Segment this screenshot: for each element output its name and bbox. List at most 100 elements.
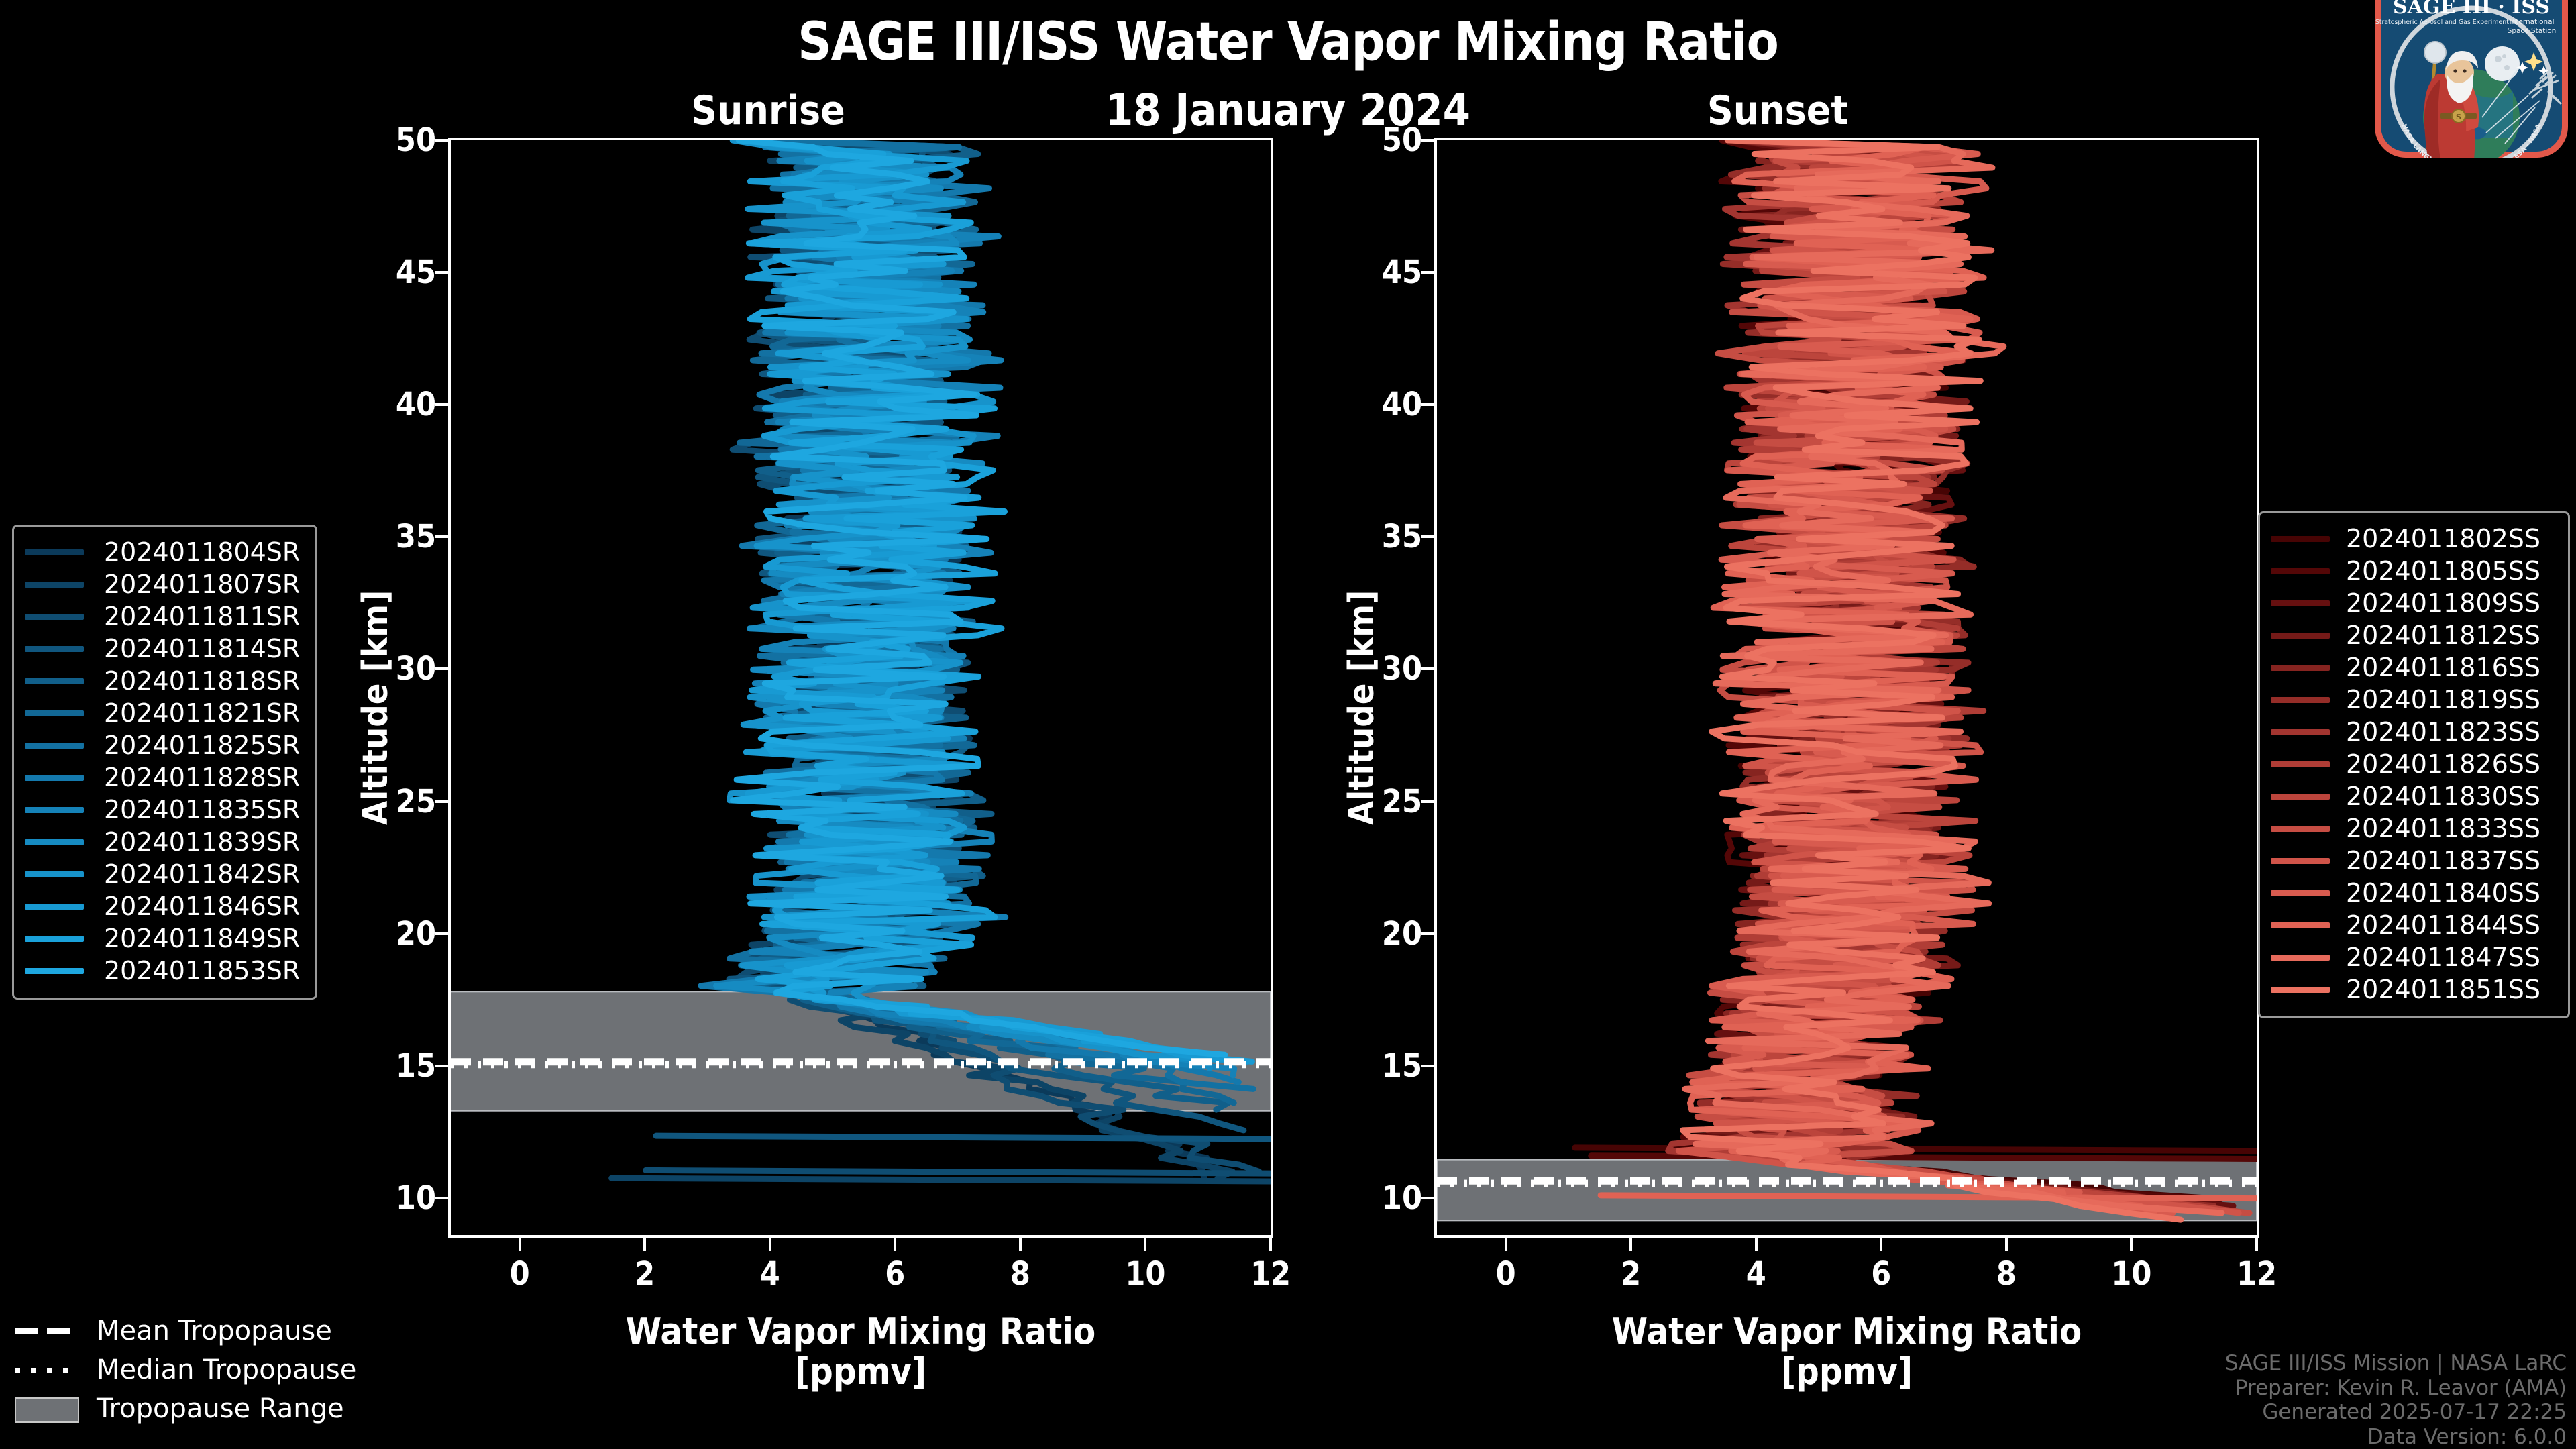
x-axis-tick-label: 4 xyxy=(759,1255,780,1293)
legend-color-swatch xyxy=(25,967,84,974)
sage-iii-iss-logo: S SAGE III · ISS Stratospheric Aerosol a… xyxy=(2371,0,2572,158)
y-axis-tick-label: 25 xyxy=(1381,782,1422,820)
legend-item-2024011812SS[interactable]: 2024011812SS xyxy=(2271,619,2557,651)
legend-color-swatch xyxy=(2271,922,2330,928)
x-axis-tick-label: 8 xyxy=(1996,1255,2017,1293)
legend-color-swatch xyxy=(2271,600,2330,606)
legend-item-2024011807SR[interactable]: 2024011807SR xyxy=(25,568,305,600)
legend-item-2024011821SR[interactable]: 2024011821SR xyxy=(25,697,305,729)
y-axis-tick-mark xyxy=(1421,1064,1434,1067)
profile-tail-line xyxy=(653,1132,1271,1142)
legend-color-swatch xyxy=(2271,696,2330,703)
legend-color-swatch xyxy=(2271,825,2330,832)
sunrise-x-axis-label-line2: [ppmv] xyxy=(794,1350,927,1393)
legend-item-2024011825SR[interactable]: 2024011825SR xyxy=(25,729,305,761)
y-axis-tick-mark xyxy=(1421,932,1434,935)
legend-color-swatch xyxy=(25,774,84,781)
logo-subtitle-left: Stratospheric Aerosol and Gas Experiment… xyxy=(2375,19,2516,26)
logo-subtitle-right-line1: International xyxy=(2509,18,2554,26)
y-axis-tick-mark xyxy=(1421,403,1434,407)
legend-item-2024011811SR[interactable]: 2024011811SR xyxy=(25,600,305,633)
legend-item-2024011818SR[interactable]: 2024011818SR xyxy=(25,665,305,697)
tropopause-range-label: Tropopause Range xyxy=(97,1393,344,1424)
legend-item-2024011809SS[interactable]: 2024011809SS xyxy=(2271,587,2557,619)
legend-item-2024011835SR[interactable]: 2024011835SR xyxy=(25,794,305,826)
y-axis-tick-mark xyxy=(435,139,448,142)
profile-line xyxy=(740,140,1221,1058)
legend-item-label: 2024011805SS xyxy=(2346,556,2541,586)
x-axis-tick-label: 2 xyxy=(635,1255,655,1293)
page-title: SAGE III/ISS Water Vapor Mixing Ratio xyxy=(798,12,1779,72)
profile-tail-line xyxy=(608,1175,1271,1185)
legend-item-label: 2024011807SR xyxy=(104,570,301,599)
legend-item-2024011819SS[interactable]: 2024011819SS xyxy=(2271,684,2557,716)
y-axis-tick-label: 35 xyxy=(1381,518,1422,556)
legend-item-2024011826SS[interactable]: 2024011826SS xyxy=(2271,748,2557,780)
legend-item-label: 2024011828SR xyxy=(104,763,301,792)
y-axis-tick-mark xyxy=(435,1064,448,1067)
y-axis-tick-label: 50 xyxy=(395,121,436,159)
legend-item-2024011846SR[interactable]: 2024011846SR xyxy=(25,890,305,922)
x-axis-tick-mark xyxy=(643,1238,647,1251)
legend-item-2024011840SS[interactable]: 2024011840SS xyxy=(2271,877,2557,909)
legend-item-2024011847SS[interactable]: 2024011847SS xyxy=(2271,941,2557,973)
legend-item-2024011828SR[interactable]: 2024011828SR xyxy=(25,761,305,794)
legend-item-2024011849SR[interactable]: 2024011849SR xyxy=(25,922,305,955)
sunrise-panel-caption: Sunrise xyxy=(691,87,845,134)
legend-color-swatch xyxy=(25,935,84,942)
legend-item-label: 2024011847SS xyxy=(2346,943,2541,972)
date-subtitle: 18 January 2024 xyxy=(1106,85,1470,136)
x-axis-tick-mark xyxy=(768,1238,771,1251)
legend-item-2024011851SS[interactable]: 2024011851SS xyxy=(2271,973,2557,1006)
legend-item-label: 2024011821SR xyxy=(104,698,301,728)
legend-item-2024011805SS[interactable]: 2024011805SS xyxy=(2271,555,2557,587)
legend-color-swatch xyxy=(25,806,84,813)
legend-item-2024011833SS[interactable]: 2024011833SS xyxy=(2271,812,2557,845)
legend-item-2024011814SR[interactable]: 2024011814SR xyxy=(25,633,305,665)
legend-item-2024011816SS[interactable]: 2024011816SS xyxy=(2271,651,2557,684)
x-axis-tick-label: 12 xyxy=(2236,1255,2277,1293)
legend-color-swatch xyxy=(2271,857,2330,864)
x-axis-tick-mark xyxy=(2255,1238,2258,1251)
y-axis-tick-label: 45 xyxy=(395,254,436,292)
legend-color-swatch xyxy=(25,678,84,684)
tropopause-range-swatch xyxy=(15,1397,79,1423)
legend-item-2024011837SS[interactable]: 2024011837SS xyxy=(2271,845,2557,877)
legend-color-swatch xyxy=(2271,793,2330,800)
y-axis-tick-mark xyxy=(1421,800,1434,803)
x-axis-tick-label: 10 xyxy=(1125,1255,1166,1293)
legend-item-2024011802SS[interactable]: 2024011802SS xyxy=(2271,523,2557,555)
y-axis-tick-mark xyxy=(435,271,448,274)
y-axis-tick-label: 10 xyxy=(395,1179,436,1217)
legend-color-swatch xyxy=(25,613,84,620)
y-axis-tick-label: 20 xyxy=(395,914,436,953)
y-axis-tick-label: 25 xyxy=(395,782,436,820)
y-axis-tick-mark xyxy=(435,667,448,671)
legend-item-label: 2024011842SR xyxy=(104,859,301,889)
legend-color-swatch xyxy=(25,839,84,845)
legend-item-2024011804SR[interactable]: 2024011804SR xyxy=(25,536,305,568)
legend-item-label: 2024011849SR xyxy=(104,924,301,953)
sunset-x-axis-label: Water Vapor Mixing Ratio [ppmv] xyxy=(1434,1311,2259,1393)
credits-block: SAGE III/ISS Mission | NASA LaRC Prepare… xyxy=(2225,1351,2567,1449)
credit-preparer: Preparer: Kevin R. Leavor (AMA) xyxy=(2235,1375,2567,1400)
profile-tail-line xyxy=(643,1167,1271,1177)
legend-item-2024011830SS[interactable]: 2024011830SS xyxy=(2271,780,2557,812)
x-axis-tick-label: 12 xyxy=(1250,1255,1291,1293)
legend-item-label: 2024011840SS xyxy=(2346,878,2541,908)
profile-tail-line xyxy=(1588,1152,2257,1162)
legend-item-2024011853SR[interactable]: 2024011853SR xyxy=(25,955,305,987)
legend-color-swatch xyxy=(25,903,84,910)
sunrise-x-axis-label-line1: Water Vapor Mixing Ratio xyxy=(625,1310,1096,1352)
legend-item-label: 2024011830SS xyxy=(2346,782,2541,811)
profile-line xyxy=(1680,140,2184,1223)
legend-item-label: 2024011816SS xyxy=(2346,653,2541,682)
y-axis-tick-mark xyxy=(435,403,448,407)
legend-item-2024011839SR[interactable]: 2024011839SR xyxy=(25,826,305,858)
legend-item-2024011844SS[interactable]: 2024011844SS xyxy=(2271,909,2557,941)
legend-item-2024011842SR[interactable]: 2024011842SR xyxy=(25,858,305,890)
legend-item-label: 2024011851SS xyxy=(2346,975,2541,1004)
legend-item-2024011823SS[interactable]: 2024011823SS xyxy=(2271,716,2557,748)
legend-item-label: 2024011835SR xyxy=(104,795,301,824)
median-tropopause-dot-icon xyxy=(15,1361,79,1379)
